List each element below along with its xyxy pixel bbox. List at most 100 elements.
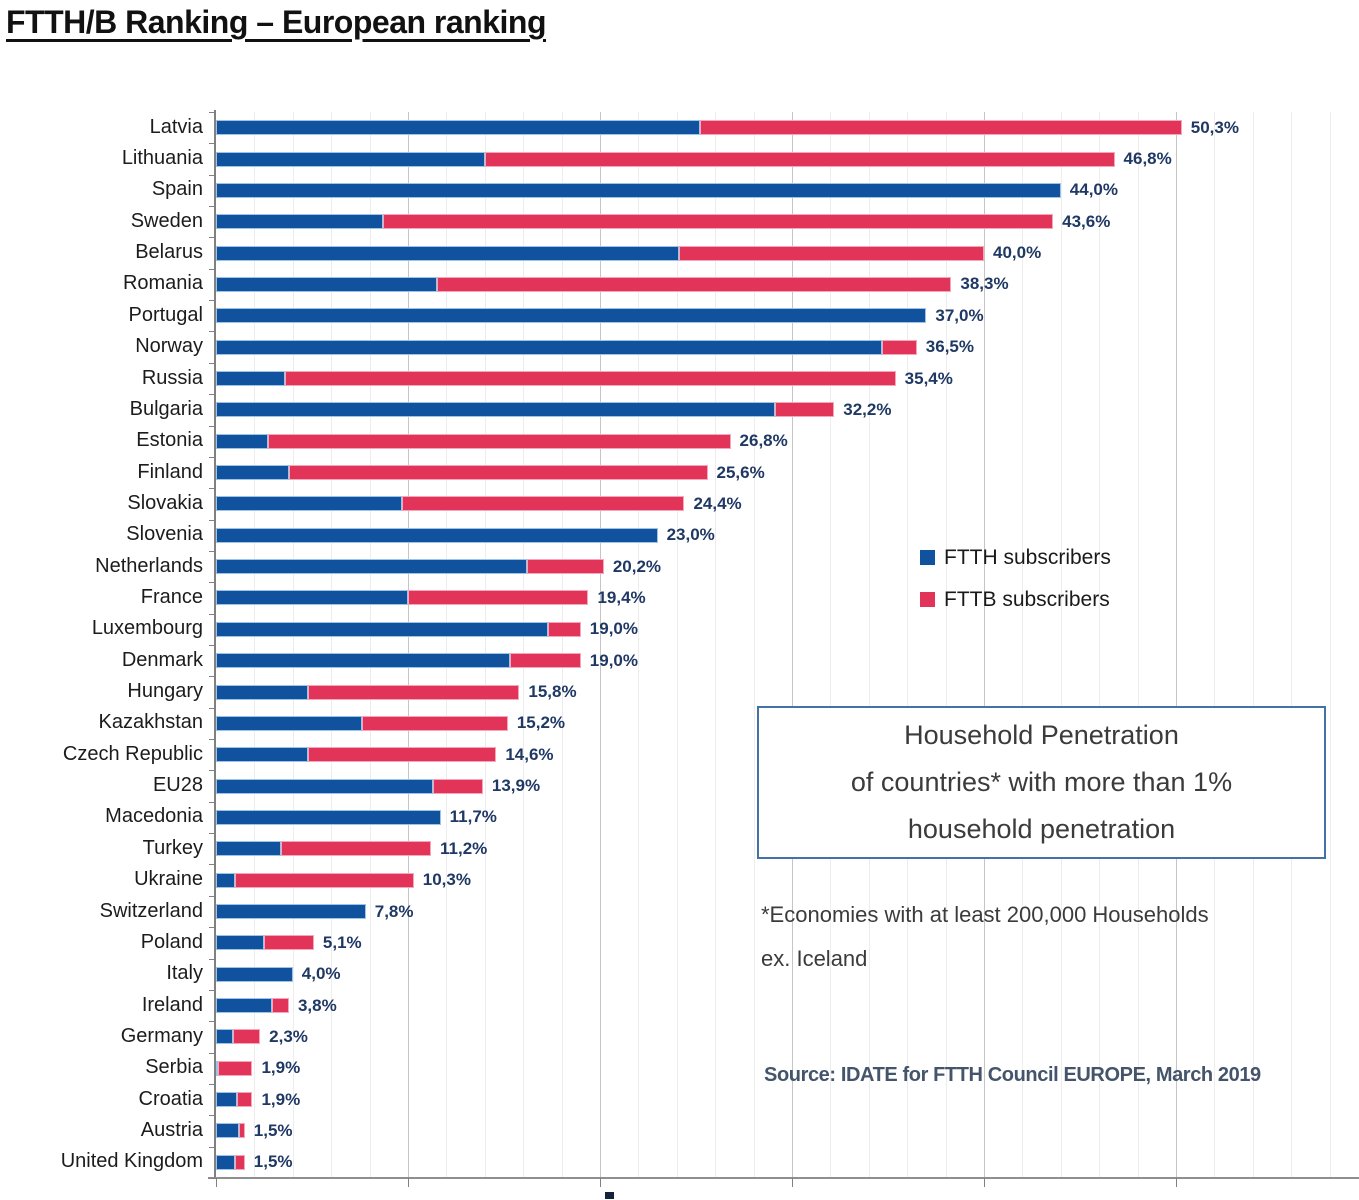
minor-gridline	[254, 112, 256, 1178]
major-gridline	[408, 112, 409, 1178]
country-label: Kazakhstan	[98, 711, 203, 734]
value-label: 1,5%	[253, 1152, 293, 1172]
ftth-bar-segment	[216, 371, 286, 386]
minor-gridline	[1291, 112, 1293, 1178]
value-label: 19,0%	[589, 619, 638, 639]
minor-gridline	[1022, 112, 1024, 1178]
minor-gridline	[1329, 112, 1331, 1178]
ftth-bar-segment	[216, 182, 1061, 198]
fttb-bar-segment	[509, 653, 581, 669]
country-label: Sweden	[130, 209, 203, 232]
annotation-line: of countries* with more than 1%	[850, 767, 1233, 797]
value-label: 11,7%	[449, 807, 497, 827]
value-label: 37,0%	[935, 305, 984, 325]
y-axis-tick	[209, 550, 216, 552]
fttb-bar-segment	[308, 747, 497, 763]
country-label: Norway	[135, 335, 203, 358]
ftth-bar-segment	[216, 621, 549, 637]
y-axis-tick	[209, 362, 216, 364]
value-label: 35,4%	[904, 368, 953, 388]
value-label: 40,0%	[993, 243, 1042, 263]
value-label: 15,8%	[528, 682, 577, 702]
y-axis-tick	[209, 676, 216, 678]
fttb-bar-segment	[233, 1029, 261, 1045]
fttb-bar-segment	[484, 151, 1115, 167]
country-label: Belarus	[135, 241, 203, 264]
x-axis-tick	[600, 1178, 601, 1187]
ftth-bar-segment	[216, 935, 264, 951]
y-axis-tick	[209, 1083, 216, 1085]
value-label: 7,8%	[374, 901, 414, 921]
x-axis-tick	[216, 1178, 217, 1187]
footnote-line-2: ex. Iceland	[761, 946, 868, 971]
ftth-bar-segment	[216, 433, 268, 449]
y-axis-tick	[209, 707, 216, 709]
value-label: 15,2%	[516, 713, 566, 733]
value-label: 14,6%	[505, 744, 554, 764]
y-axis-tick	[209, 331, 216, 333]
fttb-bar-segment	[402, 496, 685, 512]
country-label: Lithuania	[121, 147, 203, 170]
y-axis-tick	[209, 927, 216, 929]
value-label: 46,8%	[1123, 149, 1172, 169]
value-label: 26,8%	[739, 431, 788, 451]
ftth-bar-segment	[216, 339, 883, 355]
footnote-line-1: *Economies with at least 200,000 Househo…	[761, 902, 1209, 927]
ftth-bar-segment	[216, 872, 236, 888]
y-axis-tick	[209, 989, 216, 991]
ftth-bar-segment	[216, 527, 658, 543]
value-label: 2,3%	[269, 1026, 308, 1046]
country-label: Poland	[140, 930, 203, 953]
x-axis-line	[208, 1177, 1359, 1179]
minor-gridline	[484, 112, 486, 1178]
country-label: Serbia	[145, 1056, 203, 1079]
country-label: Estonia	[136, 429, 203, 452]
y-axis-tick	[209, 582, 216, 584]
y-axis-tick	[209, 237, 216, 239]
minor-gridline	[561, 112, 563, 1178]
value-label: 50,3%	[1190, 117, 1239, 137]
ftth-bar-segment	[216, 590, 408, 606]
country-label: Croatia	[138, 1087, 203, 1110]
value-label: 24,4%	[693, 493, 742, 513]
ftth-bar-segment	[216, 402, 775, 418]
y-axis-tick	[209, 770, 216, 772]
country-label: Ukraine	[134, 868, 203, 891]
value-label: 36,5%	[925, 337, 974, 357]
y-axis-tick	[209, 645, 216, 646]
minor-gridline	[753, 112, 755, 1178]
country-label: Italy	[166, 962, 203, 985]
minor-gridline	[331, 112, 333, 1178]
source-text: Source: IDATE for FTTH Council EUROPE, M…	[764, 1064, 1261, 1086]
y-axis-tick	[209, 1021, 216, 1023]
fttb-bar-segment	[239, 1123, 245, 1139]
value-label: 20,2%	[612, 556, 662, 576]
minor-gridline	[292, 112, 294, 1178]
country-label: Austria	[140, 1118, 203, 1141]
ftth-bar-segment	[216, 684, 309, 700]
country-label: United Kingdom	[60, 1150, 203, 1173]
minor-gridline	[1214, 112, 1216, 1178]
fttb-bar-segment	[527, 559, 604, 575]
value-label: 13,9%	[491, 776, 541, 796]
ftth-bar-segment	[216, 245, 679, 261]
ftth-bar-segment	[216, 276, 437, 292]
fttb-bar-segment	[285, 371, 896, 386]
minor-gridline	[523, 112, 525, 1178]
ftth-bar-segment	[216, 904, 366, 919]
value-label: 1,9%	[261, 1058, 301, 1078]
ftth-bar-segment	[216, 465, 289, 481]
ftth-bar-segment	[216, 809, 441, 825]
x-axis-tick	[984, 1178, 985, 1187]
ftth-bar-segment	[216, 214, 384, 230]
y-axis-tick	[209, 519, 216, 521]
ftth-bar-segment	[216, 559, 528, 575]
value-label: 3,8%	[297, 995, 337, 1015]
major-gridline	[792, 112, 793, 1178]
country-label: Czech Republic	[62, 742, 203, 765]
country-label: Romania	[122, 272, 203, 295]
minor-gridline	[1137, 112, 1139, 1178]
y-axis-tick	[209, 206, 216, 208]
country-label: Spain	[151, 178, 203, 201]
y-axis-tick	[209, 394, 216, 396]
